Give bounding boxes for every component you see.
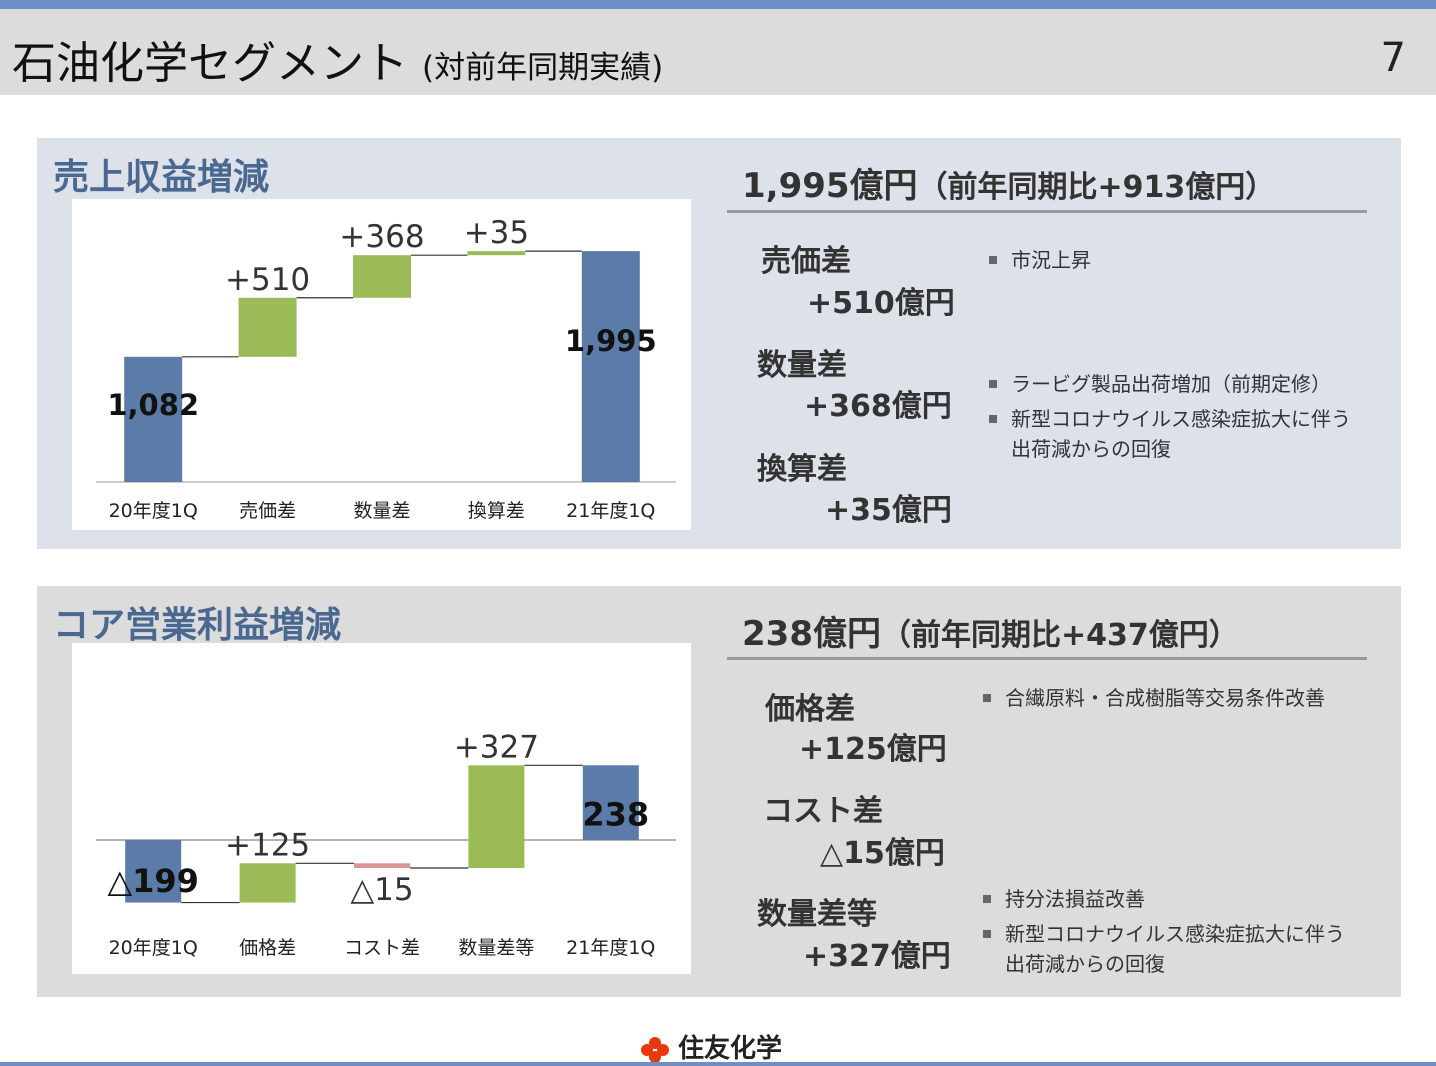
chart-category-label: 20年度1Q — [109, 500, 198, 522]
bullet-item: 合繊原料・合成樹脂等交易条件改善 — [983, 683, 1325, 713]
chart-data-label: △15 — [350, 872, 413, 908]
factor-name: コスト差 — [763, 794, 883, 829]
revenue-summary-change: （前年同期比+913億円） — [917, 170, 1276, 205]
chart-category-label: 価格差 — [239, 937, 296, 959]
top-accent-line — [0, 0, 1436, 9]
profit-panel-title: コア営業利益増減 — [53, 605, 342, 646]
bullet-square-icon — [989, 255, 997, 264]
factor-value: +510億円 — [807, 286, 955, 321]
chart-bar — [239, 863, 296, 903]
bottom-accent-line — [0, 1062, 1436, 1066]
factor-value: +35億円 — [825, 493, 952, 528]
factor-name: 換算差 — [757, 452, 847, 487]
factor-name: 数量差 — [757, 348, 847, 383]
slide-title: 石油化学セグメント (対前年同期実績) — [12, 27, 663, 91]
profit-summary-rule — [727, 657, 1367, 660]
bullet-text: 合繊原料・合成樹脂等交易条件改善 — [1005, 686, 1325, 710]
chart-data-label: +327 — [454, 729, 539, 765]
profit-panel: コア営業利益増減 △199 20年度1Q +125 価格差 △15 コスト差 +327 数量差… — [37, 586, 1401, 997]
slide-title-text: 石油化学セグメント — [12, 38, 408, 89]
bullet-text: 新型コロナウイルス感染症拡大に伴う — [1011, 407, 1351, 431]
chart-data-label: △199 — [107, 862, 198, 900]
profit-chart: △199 20年度1Q +125 価格差 △15 コスト差 +327 数量差等 238 21年度1… — [72, 643, 691, 974]
chart-category-label: 売価差 — [239, 500, 296, 522]
chart-data-label: 1,082 — [107, 388, 199, 422]
revenue-summary: 1,995億円（前年同期比+913億円） — [742, 158, 1275, 207]
bullet-item: 市況上昇 — [989, 245, 1091, 275]
factor-value: +368億円 — [804, 389, 952, 424]
factor-name: 価格差 — [765, 692, 855, 727]
chart-data-label: 238 — [582, 795, 649, 833]
chart-data-label: +125 — [225, 827, 310, 863]
chart-data-label: +510 — [225, 262, 310, 298]
chart-bar — [124, 356, 183, 482]
bullet-item: ラービグ製品出荷増加（前期定修） — [989, 369, 1331, 399]
profit-summary: 238億円（前年同期比+437億円） — [742, 606, 1239, 655]
bullet-text: 持分法損益改善 — [1005, 887, 1145, 911]
chart-bar — [238, 297, 297, 357]
chart-bar — [125, 840, 182, 903]
chart-category-label: 20年度1Q — [109, 937, 198, 959]
chart-category-label: 数量差等 — [458, 937, 534, 959]
profit-summary-main: 238億円 — [742, 614, 881, 654]
chart-data-label: 1,995 — [565, 324, 657, 358]
revenue-summary-rule — [727, 210, 1367, 213]
chart-data-label: +368 — [339, 219, 424, 255]
bullet-item: 新型コロナウイルス感染症拡大に伴う 出荷減からの回復 — [989, 404, 1351, 464]
bullet-square-icon — [983, 693, 991, 702]
chart-category-label: 21年度1Q — [566, 937, 655, 959]
chart-category-label: 21年度1Q — [566, 500, 655, 522]
bullet-text: 市況上昇 — [1011, 248, 1091, 272]
factor-value: △15億円 — [820, 836, 945, 871]
bullet-item: 新型コロナウイルス感染症拡大に伴う 出荷減からの回復 — [983, 919, 1345, 979]
revenue-panel-title: 売上収益増減 — [53, 157, 270, 198]
chart-category-label: 数量差 — [353, 500, 410, 522]
bullet-square-icon — [983, 929, 991, 938]
slide-header: 石油化学セグメント (対前年同期実績) 7 — [0, 9, 1436, 95]
chart-bar — [581, 251, 640, 482]
factor-value: +125億円 — [799, 732, 947, 767]
bullet-item: 持分法損益改善 — [983, 884, 1145, 914]
bullet-text-continued: 出荷減からの回復 — [1005, 952, 1165, 976]
factor-value: +327億円 — [803, 939, 951, 974]
profit-summary-change: （前年同期比+437億円） — [880, 618, 1239, 653]
chart-bar — [468, 765, 525, 869]
chart-bar — [353, 255, 411, 298]
bullet-square-icon — [983, 894, 991, 903]
bullet-text: 新型コロナウイルス感染症拡大に伴う — [1005, 922, 1345, 946]
bullet-text-continued: 出荷減からの回復 — [1011, 437, 1171, 461]
bullet-square-icon — [989, 379, 997, 388]
footer-logo: 住友化学 — [640, 1028, 782, 1065]
page-number: 7 — [1380, 35, 1406, 81]
profit-waterfall-chart: △199 20年度1Q +125 価格差 △15 コスト差 +327 数量差等 238 21年度1… — [96, 729, 676, 959]
chart-category-label: 換算差 — [468, 500, 525, 522]
chart-bar — [467, 251, 526, 256]
factor-name: 数量差等 — [757, 897, 877, 932]
factor-name: 売価差 — [761, 244, 851, 279]
company-name: 住友化学 — [678, 1034, 783, 1064]
chart-bar — [354, 863, 410, 869]
bullet-square-icon — [989, 414, 997, 423]
revenue-summary-main: 1,995億円 — [742, 166, 918, 206]
chart-data-label: +35 — [464, 215, 529, 251]
slide-subtitle: (対前年同期実績) — [422, 50, 664, 86]
revenue-waterfall-chart: 1,082 20年度1Q +510 売価差 +368 数量差 +35 換算差 1,995 21年度… — [96, 215, 676, 522]
chart-bar — [582, 765, 639, 841]
bullet-text: ラービグ製品出荷増加（前期定修） — [1011, 372, 1331, 396]
chart-category-label: コスト差 — [344, 937, 420, 959]
company-logo-icon — [641, 1036, 669, 1063]
revenue-panel: 売上収益増減 1,082 20年度1Q +510 売価差 +368 数量差 +35 換算差 1,… — [37, 138, 1401, 549]
revenue-chart: 1,082 20年度1Q +510 売価差 +368 数量差 +35 換算差 1,995 21年度… — [72, 199, 691, 530]
